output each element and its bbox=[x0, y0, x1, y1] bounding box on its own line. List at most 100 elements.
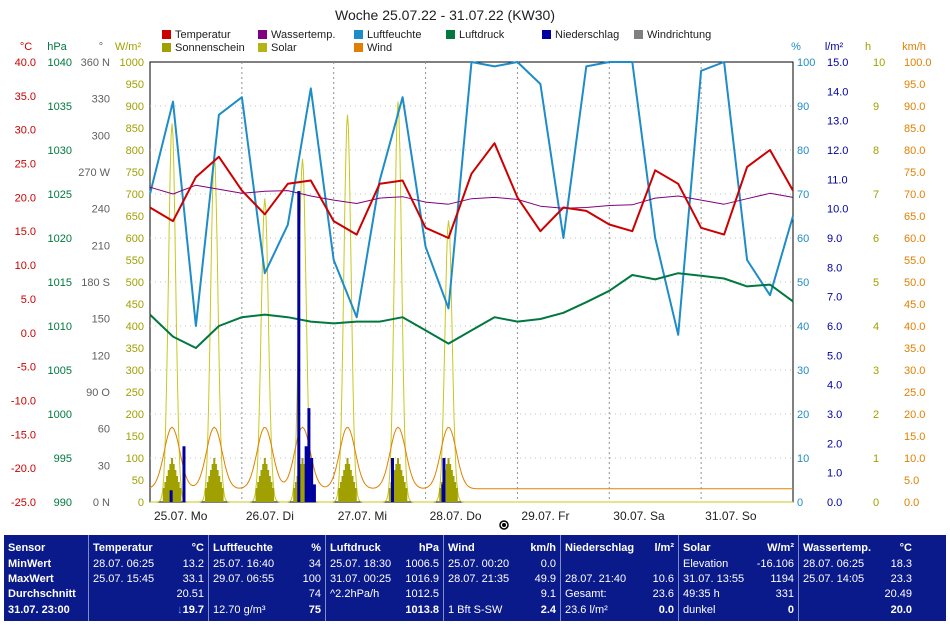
press-trend: ^2.2hPa/h bbox=[330, 588, 380, 600]
x-label-0: 25.07. Mo bbox=[154, 509, 208, 523]
sunshine-bar-1-3 bbox=[209, 470, 212, 502]
legend-swatch-2 bbox=[354, 30, 363, 39]
axis-3-tick-16: 200 bbox=[126, 409, 144, 421]
legend-swatch-7 bbox=[258, 43, 267, 52]
sunshine-bar-0-10 bbox=[179, 488, 182, 502]
solar-max-date: 31.07. 13:55 bbox=[683, 573, 745, 585]
series-solar bbox=[150, 101, 793, 503]
sunshine-bar-0-4 bbox=[169, 464, 172, 502]
axis-7-tick-17: 15.0 bbox=[904, 431, 925, 443]
legend-swatch-1 bbox=[258, 30, 267, 39]
sunshine-bar-4-7 bbox=[349, 470, 352, 502]
press-max-date: 31.07. 00:25 bbox=[330, 573, 392, 585]
water-now: 20.0 bbox=[890, 604, 912, 616]
series-pressure bbox=[149, 272, 794, 349]
sunshine-bar-2-10 bbox=[272, 488, 275, 502]
axis-5-tick-4: 11.0 bbox=[827, 174, 848, 186]
precip-bar-2 bbox=[297, 191, 301, 503]
rain-max: 10.6 bbox=[652, 573, 674, 585]
axis-7-tick-16: 20.0 bbox=[904, 409, 925, 421]
axis-5-tick-6: 9.0 bbox=[827, 233, 842, 245]
axis-5-tick-1: 14.0 bbox=[827, 86, 848, 98]
sunshine-bar-1-2 bbox=[208, 476, 211, 502]
sunshine-bar-6-8 bbox=[452, 476, 455, 502]
press-min: 1006.5 bbox=[405, 558, 439, 570]
axis-2-tick-7: 150 bbox=[92, 314, 110, 326]
col-solar: Solar W/m² Elevation -16.106 31.07. 13:55 1… bbox=[679, 535, 799, 621]
axis-7-tick-14: 30.0 bbox=[904, 365, 925, 377]
axis-3-tick-15: 250 bbox=[126, 387, 144, 399]
water-avg: 20.49 bbox=[884, 588, 912, 600]
legend-swatch-4 bbox=[542, 30, 551, 39]
sunshine-bar-4-3 bbox=[343, 470, 346, 502]
header-solar: Solar bbox=[683, 542, 711, 554]
sunshine-bar-6-0 bbox=[439, 488, 442, 502]
temp-trend-arrow: ↓ bbox=[177, 604, 183, 616]
axis-4-tick-6: 40 bbox=[797, 321, 809, 333]
current-time-marker-dot bbox=[502, 523, 506, 527]
axis-1-tick-4: 1020 bbox=[48, 233, 72, 245]
sunshine-bar-6-4 bbox=[445, 464, 448, 502]
axis-3-tick-3: 850 bbox=[126, 123, 144, 135]
sunshine-bar-6-6 bbox=[449, 464, 452, 502]
header-wind-unit: km/h bbox=[530, 542, 556, 554]
col-temperature: Temperatur °C 28.07. 06:25 13.2 25.07. 15:… bbox=[89, 535, 209, 621]
axis-7-tick-0: 100.0 bbox=[904, 57, 932, 69]
hum-min-date: 25.07. 16:40 bbox=[213, 558, 275, 570]
axis-1-tick-0: 1040 bbox=[48, 57, 72, 69]
axis-7-tick-3: 85.0 bbox=[904, 123, 925, 135]
axis-6-tick-4: 6 bbox=[873, 233, 879, 245]
axis-3-tick-0: 1000 bbox=[120, 57, 144, 69]
sunshine-bar-5-8 bbox=[401, 476, 404, 502]
axis-4-tick-8: 20 bbox=[797, 409, 809, 421]
col-humidity: Luftfeuchte% 25.07. 16:40 34 29.07. 06:55… bbox=[209, 535, 326, 621]
solar-now: 0 bbox=[787, 604, 794, 616]
sunshine-bar-5-0 bbox=[388, 488, 391, 502]
header-pressure: Luftdruck bbox=[330, 542, 381, 554]
header-pressure-unit: hPa bbox=[418, 542, 439, 554]
sunshine-bar-1-4 bbox=[211, 464, 214, 502]
legend-label-6: Sonnenschein bbox=[175, 42, 245, 54]
axis-6-tick-7: 3 bbox=[873, 365, 879, 377]
sunshine-bar-0-7 bbox=[174, 470, 177, 502]
axis-7-tick-6: 70.0 bbox=[904, 189, 925, 201]
sunshine-bar-0-5 bbox=[171, 458, 174, 502]
axis-3-tick-19: 50 bbox=[132, 475, 144, 487]
y-axes: °C40.035.030.025.020.015.010.05.00.0-5.0… bbox=[11, 41, 932, 509]
axis-1-tick-7: 1005 bbox=[48, 365, 72, 377]
hum-max: 100 bbox=[302, 573, 321, 585]
statistics-table: Sensor MinWert MaxWert Durchschnitt 31.0… bbox=[4, 535, 946, 621]
legend-swatch-6 bbox=[162, 43, 171, 52]
axis-0-tick-2: 30.0 bbox=[15, 125, 36, 137]
col-wind: Wind km/h 25.07. 00:20 0.0 28.07. 21:35 49.… bbox=[444, 535, 561, 621]
water-min-date: 28.07. 06:25 bbox=[803, 558, 865, 570]
series-wind bbox=[149, 426, 793, 490]
axis-2-tick-9: 90 O bbox=[86, 387, 110, 399]
axis-0-tick-9: -5.0 bbox=[17, 362, 36, 374]
axis-5-tick-15: 0.0 bbox=[827, 497, 842, 509]
axis-4-tick-7: 30 bbox=[797, 365, 809, 377]
x-label-6: 31.07. So bbox=[705, 509, 757, 523]
legend-label-2: Luftfeuchte bbox=[367, 29, 421, 41]
axis-7-tick-19: 5.0 bbox=[904, 475, 919, 487]
axis-5-tick-13: 2.0 bbox=[827, 438, 842, 450]
x-axis-labels: 25.07. Mo 26.07. Di 27.07. Mi 28.07. Do 29.0… bbox=[154, 509, 757, 523]
sunshine-bar-0-8 bbox=[176, 476, 179, 502]
sunshine-bar-0-6 bbox=[172, 464, 175, 502]
temp-now: 19.7 bbox=[182, 604, 204, 616]
axis-7-tick-7: 65.0 bbox=[904, 211, 925, 223]
precip-bar-9 bbox=[442, 458, 446, 502]
press-min-date: 25.07. 18:30 bbox=[330, 558, 392, 570]
weather-chart: Woche 25.07.22 - 31.07.22 (KW30) Tempera… bbox=[11, 7, 932, 530]
legend-swatch-8 bbox=[354, 43, 363, 52]
axis-2-tick-8: 120 bbox=[92, 350, 110, 362]
rain-max-date: 28.07. 21:40 bbox=[565, 573, 627, 585]
sunshine-bar-4-6 bbox=[348, 464, 351, 502]
axis-0-tick-8: 0.0 bbox=[21, 328, 36, 340]
axis-7-tick-10: 50.0 bbox=[904, 277, 925, 289]
axis-1-tick-3: 1025 bbox=[48, 189, 72, 201]
sunshine-bar-3-1 bbox=[294, 482, 297, 502]
series-humidity bbox=[149, 61, 794, 336]
rain-total-label: Gesamt: bbox=[565, 588, 607, 600]
axis-3-tick-2: 900 bbox=[126, 101, 144, 113]
